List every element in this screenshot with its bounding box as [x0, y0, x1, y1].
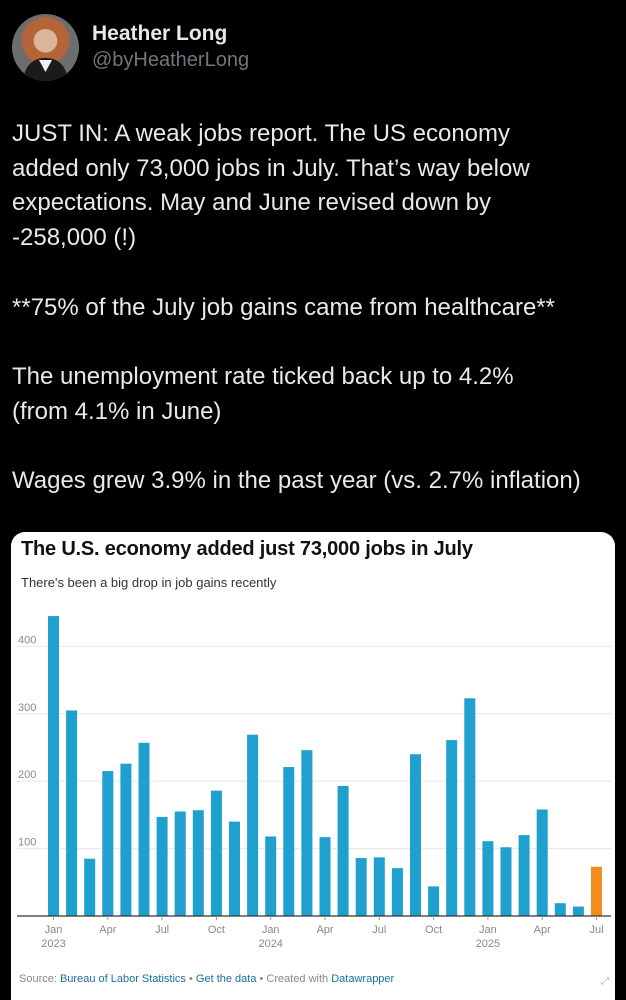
x-tick-label: Oct [425, 924, 442, 936]
tweet-line: added only 73,000 jobs in July. That’s w… [12, 154, 530, 182]
source-separator: • [185, 973, 196, 985]
bar [229, 821, 240, 916]
bar [428, 886, 440, 916]
bar [536, 809, 548, 916]
bar [410, 754, 421, 916]
bar [337, 785, 349, 916]
chart-subtitle: There's been a big drop in job gains rec… [21, 575, 277, 590]
chart-title: The U.S. economy added just 73,000 jobs … [21, 538, 473, 560]
y-tick-label: 400 [18, 634, 36, 646]
tweet-text: JUST IN: A weak jobs report. The US econ… [12, 117, 616, 499]
bar [319, 837, 331, 916]
x-tick-label: Apr [316, 924, 333, 936]
bar [247, 734, 259, 916]
get-data-link[interactable]: Get the data [195, 973, 257, 985]
avatar[interactable] [12, 14, 79, 81]
chart-source: Source: Bureau of Labor Statistics • Get… [19, 973, 394, 985]
paragraph-gap [12, 256, 616, 291]
tweet-line: **75% of the July job gains came from he… [12, 293, 555, 321]
paragraph-gap [12, 325, 616, 360]
bar [210, 790, 222, 916]
chart-image-card[interactable]: The U.S. economy added just 73,000 jobs … [11, 532, 615, 1000]
tweet-line: expectations. May and June revised down … [12, 189, 491, 217]
bar [464, 698, 476, 916]
bar [283, 767, 295, 916]
x-tick-label: Jan [45, 924, 63, 936]
bar [174, 811, 186, 916]
source-prefix: Source: [19, 973, 60, 985]
x-tick-year-label: 2024 [258, 938, 282, 950]
bar [66, 710, 78, 916]
bar [138, 742, 150, 916]
bar [120, 763, 132, 916]
paragraph-gap [12, 429, 616, 464]
x-tick-label: Jul [589, 924, 603, 936]
bar [518, 835, 530, 916]
x-tick-label: Apr [534, 924, 551, 936]
bar-chart: 100 200 300 400 Jan 2023 Apr Jul Oct Jan 2024 Apr Ju… [17, 616, 611, 950]
bar [446, 740, 458, 916]
bar [373, 857, 385, 916]
bar [482, 841, 494, 916]
tweet-line: Wages grew 3.9% in the past year (vs. 2.… [12, 466, 581, 494]
bar [84, 858, 96, 916]
tweet-line: The unemployment rate ticked back up to … [12, 362, 514, 390]
x-tick-label: Oct [208, 924, 225, 936]
expand-icon[interactable]: ⤢ [601, 976, 609, 987]
bar [265, 836, 277, 916]
x-tick-label: Apr [99, 924, 116, 936]
x-tick-label: Jul [155, 924, 169, 936]
author-handle[interactable]: @byHeatherLong [92, 49, 250, 71]
y-tick-label: 100 [18, 837, 36, 849]
y-tick-label: 200 [18, 769, 36, 781]
x-tick-year-label: 2025 [476, 938, 500, 950]
x-tick-label: Jan [262, 924, 280, 936]
y-tick-label: 300 [18, 702, 36, 714]
tweet-header: Heather Long @byHeatherLong [12, 12, 612, 82]
tweet-line: -258,000 (!) [12, 224, 137, 252]
bar [102, 771, 114, 916]
created-with-text: • Created with [256, 973, 332, 985]
tweet-line: (from 4.1% in June) [12, 397, 222, 425]
bar [554, 903, 566, 916]
bar [591, 866, 602, 916]
bar [156, 816, 168, 916]
x-tick-year-label: 2023 [41, 938, 65, 950]
bar [301, 750, 313, 916]
tweet-line: JUST IN: A weak jobs report. The US econ… [12, 120, 510, 147]
bar [391, 868, 403, 916]
x-tick-label: Jan [479, 924, 497, 936]
bar [572, 906, 584, 916]
bar [500, 847, 512, 916]
datawrapper-link[interactable]: Datawrapper [331, 973, 395, 985]
x-tick-label: Jul [372, 924, 386, 936]
author-name[interactable]: Heather Long [92, 22, 228, 45]
bar [192, 810, 204, 916]
bar [48, 616, 59, 916]
bar [355, 858, 367, 916]
source-link[interactable]: Bureau of Labor Statistics [59, 973, 186, 985]
